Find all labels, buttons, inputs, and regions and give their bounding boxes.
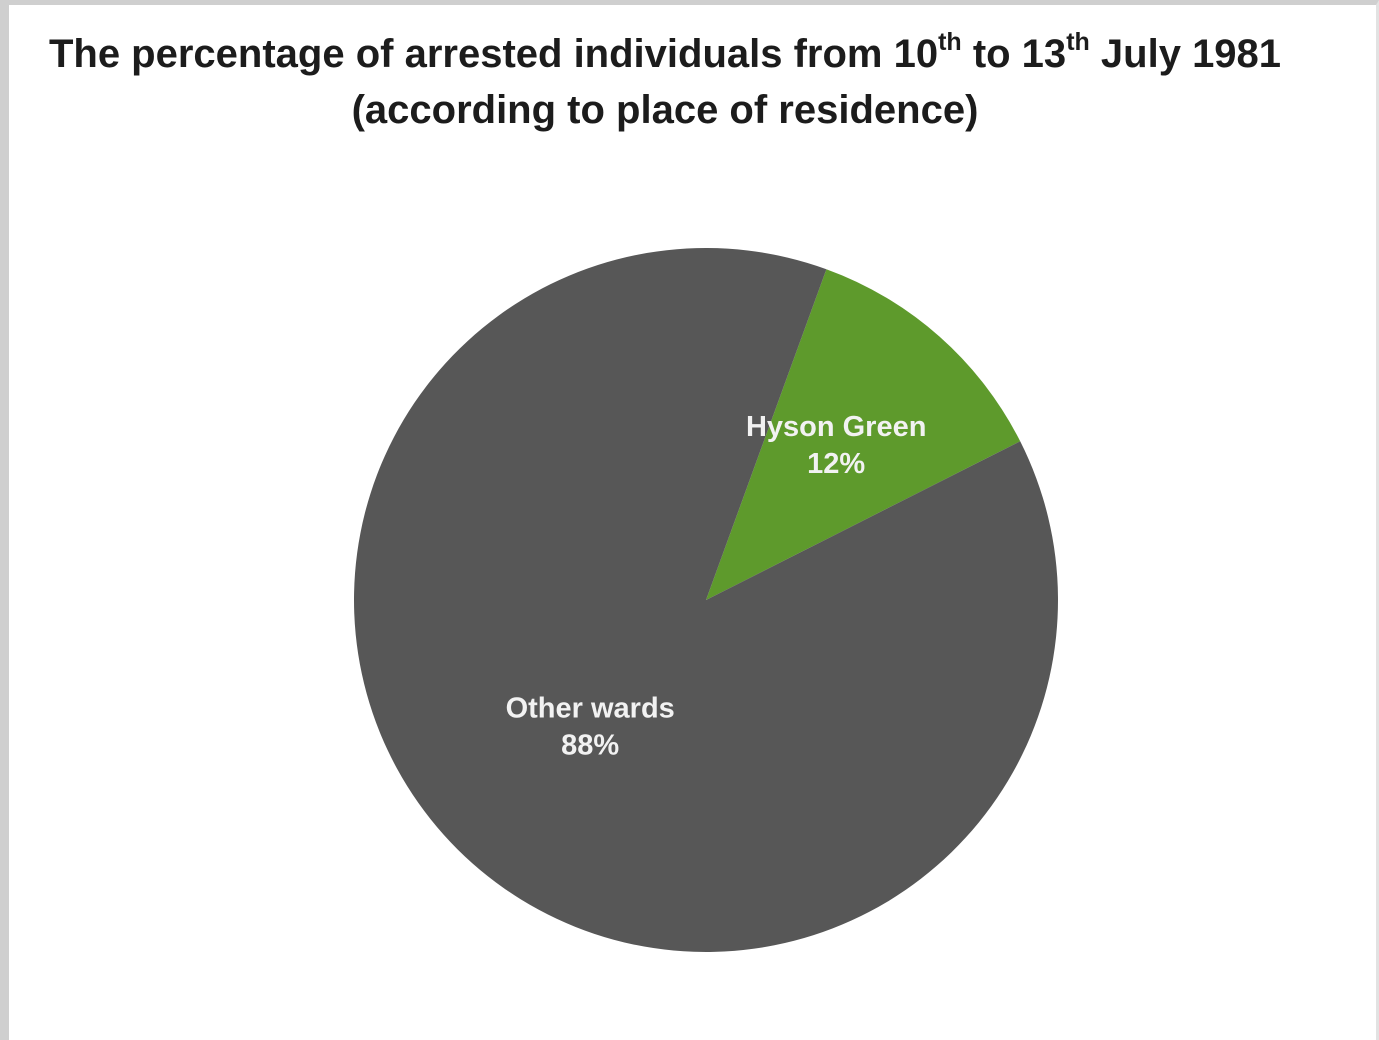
pie-label-name-hyson-green: Hyson Green bbox=[746, 411, 927, 443]
chart-title: The percentage of arrested individuals f… bbox=[0, 26, 1330, 138]
chart-title-line-1: The percentage of arrested individuals f… bbox=[48, 27, 1282, 76]
pie-slice-other-wards bbox=[354, 248, 1059, 953]
pie-label-value-hyson-green: 12% bbox=[807, 448, 865, 480]
pie-label-other-wards: Other wards 88% bbox=[506, 693, 675, 762]
pie-label-hyson-green: Hyson Green 12% bbox=[746, 411, 927, 480]
pie-label-name-other-wards: Other wards bbox=[506, 693, 675, 725]
pie-slice-hyson-green bbox=[706, 269, 1021, 600]
pie-label-value-other-wards: 88% bbox=[561, 730, 619, 762]
pie-slices bbox=[354, 248, 1059, 953]
pie-labels: Hyson Green 12% Other wards 88% bbox=[506, 411, 927, 762]
chart-title-line-2: (according to place of residence) bbox=[351, 88, 979, 132]
